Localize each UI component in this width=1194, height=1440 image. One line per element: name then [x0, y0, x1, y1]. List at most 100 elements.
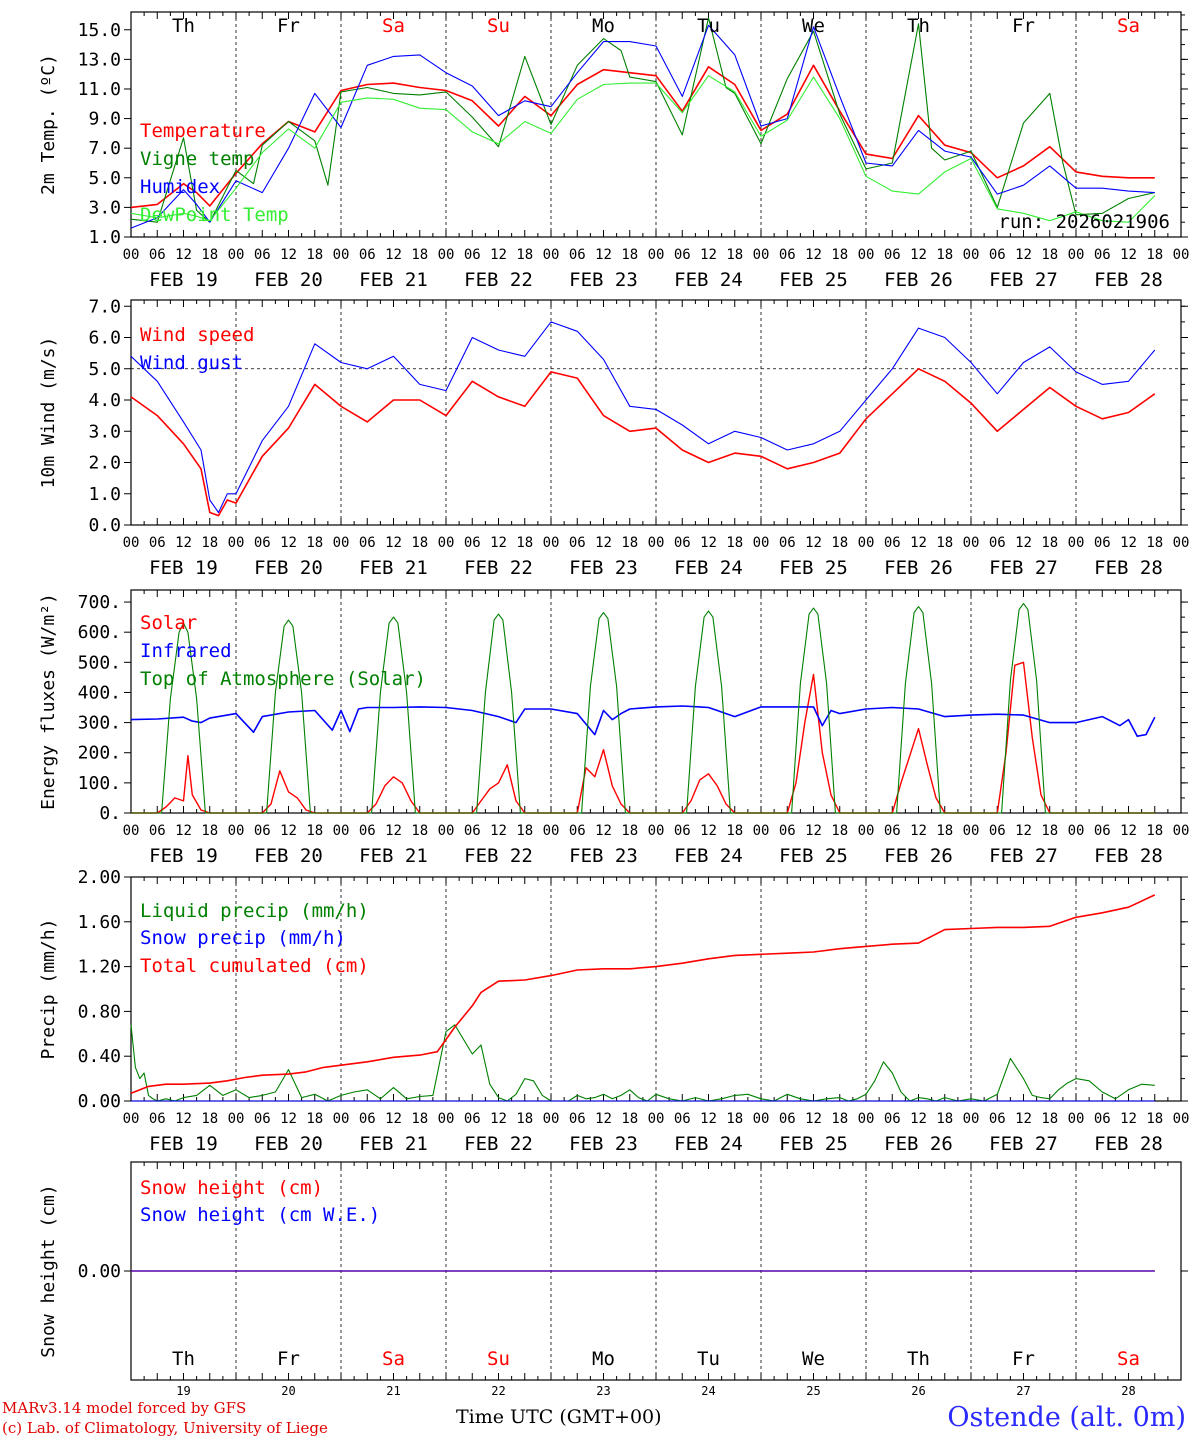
- hour-tick-label: 06: [569, 535, 586, 551]
- legend-entry: Wind gust: [140, 352, 243, 374]
- date-label: FEB 21: [359, 1133, 428, 1155]
- hour-tick-label: 12: [280, 1111, 297, 1127]
- hour-tick-label: 00: [753, 535, 770, 551]
- day-name-label: Mo: [592, 15, 615, 37]
- legend-entry: Top of Atmosphere (Solar): [140, 668, 426, 690]
- hour-tick-label: 12: [910, 535, 927, 551]
- hour-tick-label: 06: [359, 1111, 376, 1127]
- hour-tick-label: 00: [648, 1111, 665, 1127]
- hour-tick-label: 00: [1068, 1111, 1085, 1127]
- hour-tick-label: 06: [254, 535, 271, 551]
- hour-tick-label: 06: [674, 247, 691, 263]
- hour-tick-label: 18: [936, 535, 953, 551]
- date-label: FEB 27: [989, 269, 1058, 291]
- hour-tick-label: 18: [201, 535, 218, 551]
- day-name-label: Fr: [277, 15, 300, 37]
- hour-tick-label: 00: [438, 1111, 455, 1127]
- y-tick-label: 13.0: [78, 49, 121, 70]
- day-name-label: We: [802, 1348, 825, 1370]
- hour-tick-label: 18: [516, 1111, 533, 1127]
- hour-tick-label: 06: [149, 535, 166, 551]
- hour-tick-label: 06: [1094, 247, 1111, 263]
- legend-entry: Temperature: [140, 120, 266, 142]
- hour-tick-label: 06: [359, 535, 376, 551]
- hour-tick-label: 06: [989, 1111, 1006, 1127]
- y-tick-label: 0.80: [78, 1001, 121, 1022]
- panel-temp: 1.0 3.0 5.0 7.0 9.0 11.0 13.0 15.0 2m Temp. (ºC)…: [38, 11, 1190, 291]
- y-tick-label: 5.0: [88, 359, 121, 380]
- day-number-label: 28: [1121, 1384, 1135, 1396]
- hour-tick-label: 12: [175, 1111, 192, 1127]
- day-name-label: Sa: [1117, 15, 1140, 37]
- hour-tick-label: 12: [385, 247, 402, 263]
- hour-tick-label: 06: [149, 823, 166, 839]
- y-tick-label: 2.00: [78, 867, 121, 888]
- y-tick-label: 15.0: [78, 20, 121, 41]
- hour-tick-label: 18: [411, 535, 428, 551]
- hour-tick-label: 12: [175, 823, 192, 839]
- hour-tick-label: 06: [674, 823, 691, 839]
- hour-tick-label: 00: [753, 247, 770, 263]
- day-number-label: 23: [596, 1384, 610, 1396]
- hour-tick-label: 18: [306, 823, 323, 839]
- hour-tick-label: 18: [726, 1111, 743, 1127]
- y-tick-label: 5.0: [88, 168, 121, 189]
- hour-tick-label: 12: [385, 535, 402, 551]
- hour-tick-label: 18: [516, 823, 533, 839]
- hour-tick-label: 12: [1120, 535, 1137, 551]
- y-tick-label: 6.0: [88, 328, 121, 349]
- hour-tick-label: 00: [438, 823, 455, 839]
- date-label: FEB 19: [149, 1133, 218, 1155]
- legend-entry: Snow height (cm W.E.): [140, 1204, 380, 1226]
- series-line-dewpoint-temp: [130, 75, 1156, 223]
- hour-tick-label: 06: [989, 535, 1006, 551]
- hour-tick-label: 00: [1173, 247, 1190, 263]
- day-number-label: 20: [281, 1384, 295, 1396]
- hour-tick-label: 18: [831, 535, 848, 551]
- panel-frame: [130, 589, 1182, 814]
- date-label: FEB 24: [674, 1133, 743, 1155]
- hour-tick-label: 06: [674, 1111, 691, 1127]
- hour-tick-label: 18: [1146, 535, 1163, 551]
- hour-tick-label: 00: [333, 823, 350, 839]
- hour-tick-label: 12: [910, 823, 927, 839]
- series-line-liquid-precip-mm-h-: [130, 1024, 1155, 1102]
- hour-tick-label: 18: [936, 1111, 953, 1127]
- hour-tick-label: 12: [1120, 1111, 1137, 1127]
- day-name-label: Th: [172, 1348, 195, 1370]
- date-label: FEB 23: [569, 557, 638, 579]
- y-tick-label: 0.00: [78, 1261, 121, 1282]
- hour-tick-label: 12: [280, 823, 297, 839]
- hour-tick-label: 18: [1146, 247, 1163, 263]
- date-label: FEB 25: [779, 269, 848, 291]
- y-axis-title: 2m Temp. (ºC): [38, 54, 59, 195]
- hour-tick-label: 18: [1041, 823, 1058, 839]
- hour-tick-label: 06: [884, 247, 901, 263]
- hour-tick-label: 00: [858, 247, 875, 263]
- y-axis-title: 10m Wind (m/s): [38, 337, 59, 489]
- hour-tick-label: 18: [1146, 1111, 1163, 1127]
- day-number-label: 22: [491, 1384, 505, 1396]
- panel-precip: 0.00 0.40 0.80 1.20 1.60 2.00 Precip (mm/h) Liq…: [38, 867, 1189, 1155]
- hour-tick-label: 00: [858, 1111, 875, 1127]
- hour-tick-label: 18: [1041, 247, 1058, 263]
- hour-tick-label: 12: [700, 535, 717, 551]
- hour-tick-label: 18: [621, 823, 638, 839]
- legend-entry: Snow height (cm): [140, 1177, 323, 1199]
- hour-tick-label: 12: [175, 535, 192, 551]
- meteogram-chart: 1.0 3.0 5.0 7.0 9.0 11.0 13.0 15.0 2m Temp. (ºC)…: [38, 11, 1190, 1396]
- date-label: FEB 24: [674, 557, 743, 579]
- hour-tick-label: 18: [201, 1111, 218, 1127]
- y-axis-title: Precip (mm/h): [38, 919, 59, 1060]
- hour-tick-label: 00: [333, 1111, 350, 1127]
- day-name-label: Tu: [697, 1348, 720, 1370]
- hour-tick-label: 06: [359, 247, 376, 263]
- date-label: FEB 27: [989, 557, 1058, 579]
- y-tick-label: 100.: [78, 773, 121, 794]
- legend-entry: Total cumulated (cm): [140, 955, 369, 977]
- date-label: FEB 20: [254, 557, 323, 579]
- legend-entry: DewPoint Temp: [140, 204, 289, 226]
- hour-tick-label: 00: [648, 823, 665, 839]
- date-label: FEB 23: [569, 1133, 638, 1155]
- hour-tick-label: 18: [411, 823, 428, 839]
